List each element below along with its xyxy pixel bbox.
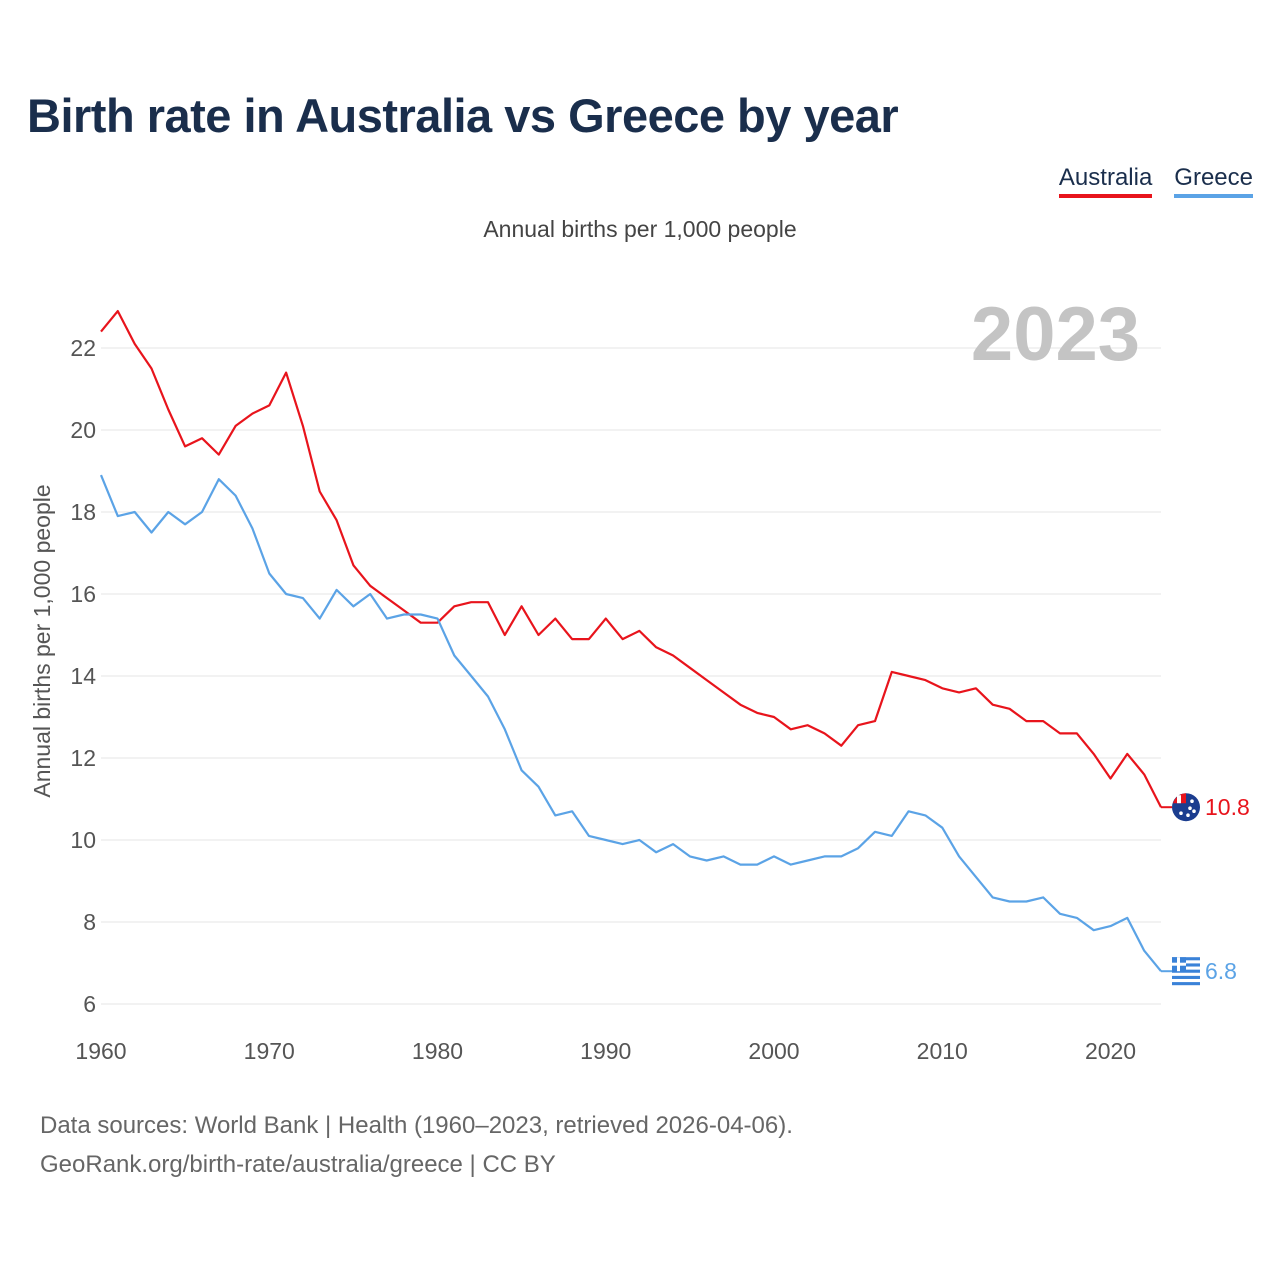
x-tick-label-1990: 1990 [580,1038,631,1064]
data-source-text: Data sources: World Bank | Health (1960–… [40,1112,793,1139]
legend: Australia Greece [1058,164,1253,198]
y-tick-label-8: 8 [83,909,96,935]
x-tick-label-1980: 1980 [412,1038,463,1064]
flag-cross [1177,795,1181,804]
x-tick-label-1960: 1960 [75,1038,126,1064]
legend-item-greece[interactable]: Greece [1174,164,1253,198]
greece-flag-icon [1172,957,1200,986]
source-url-text[interactable]: GeoRank.org/birth-rate/australia/greece … [40,1151,556,1178]
flag-star-2 [1186,813,1190,817]
chart-title: Birth rate in Australia vs Greece by yea… [27,89,899,142]
y-tick-label-12: 12 [70,745,96,771]
y-tick-label-14: 14 [70,663,96,689]
flag-stripe-8 [1172,982,1200,986]
flag-star-4 [1188,806,1192,810]
chart-subtitle: Annual births per 1,000 people [483,216,797,242]
end-value-label-greece: 6.8 [1205,958,1237,984]
flag-cross-h [1172,962,1186,966]
y-tick-label-22: 22 [70,335,96,361]
flag-star-1 [1192,809,1196,813]
y-tick-label-10: 10 [70,827,96,853]
series-line-australia[interactable] [100,310,1162,808]
y-tick-label-16: 16 [70,581,96,607]
y-tick-label-6: 6 [83,991,96,1017]
x-tick-label-2010: 2010 [917,1038,968,1064]
footer: Data sources: World Bank | Health (1960–… [40,1106,793,1184]
flag-star-3 [1179,811,1183,815]
y-axis-label: Annual births per 1,000 people [29,484,55,797]
y-tick-label-18: 18 [70,499,96,525]
x-tick-label-2020: 2020 [1085,1038,1136,1064]
series-line-greece[interactable] [99,474,1162,972]
x-tick-label-2000: 2000 [748,1038,799,1064]
x-tick-label-1970: 1970 [244,1038,295,1064]
y-tick-label-20: 20 [70,417,96,443]
legend-item-australia[interactable]: Australia [1058,164,1153,198]
flag-stripe-6 [1172,975,1200,979]
australia-flag-icon [1172,793,1200,822]
flag-star-0 [1190,799,1194,803]
end-value-label-australia: 10.8 [1205,794,1250,820]
year-watermark: 2023 [971,292,1140,377]
